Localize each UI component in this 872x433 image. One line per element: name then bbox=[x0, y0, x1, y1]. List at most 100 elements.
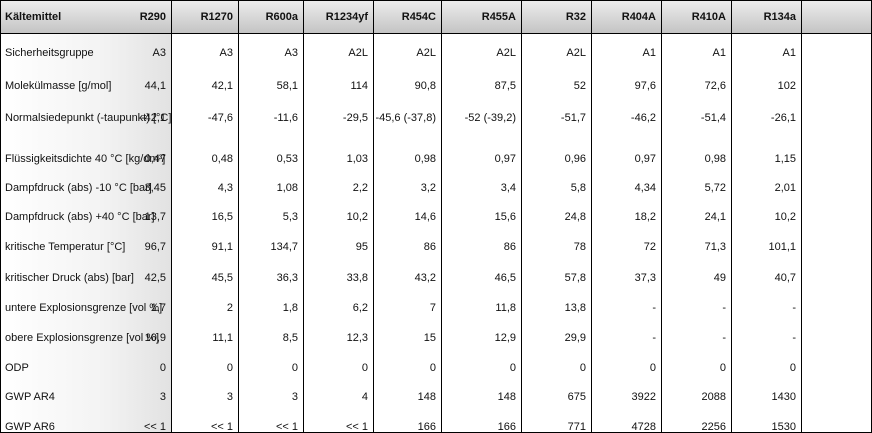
column-divider bbox=[238, 1, 239, 432]
value-cell: A1 bbox=[642, 47, 656, 59]
value-cell: 0 bbox=[719, 362, 726, 374]
value-cell: 0 bbox=[429, 362, 436, 374]
value-cell: A3 bbox=[284, 47, 298, 59]
value-cell: 0,97 bbox=[494, 153, 516, 165]
value-cell: 46,5 bbox=[494, 272, 516, 284]
header-cell: R455A bbox=[481, 11, 516, 23]
value-cell: 58,1 bbox=[276, 80, 298, 92]
value-cell: 2256 bbox=[701, 421, 726, 433]
value-cell: << 1 bbox=[345, 421, 368, 433]
row-label: GWP AR6 bbox=[5, 421, 55, 433]
value-cell: - bbox=[792, 302, 796, 314]
value-cell: 49 bbox=[713, 272, 726, 284]
value-cell: 3 bbox=[291, 391, 298, 403]
row-label: Molekülmasse [g/mol] bbox=[5, 80, 112, 92]
value-cell: 29,9 bbox=[564, 332, 586, 344]
value-cell: 52 bbox=[573, 80, 586, 92]
value-cell: 5,3 bbox=[282, 211, 298, 223]
value-cell: 10,2 bbox=[346, 211, 368, 223]
value-cell: 13,7 bbox=[144, 211, 166, 223]
value-cell: -51,4 bbox=[700, 112, 726, 124]
value-cell: 0,98 bbox=[414, 153, 436, 165]
value-cell: 10,9 bbox=[144, 332, 166, 344]
header-cell: R454C bbox=[401, 11, 436, 23]
value-cell: 45,5 bbox=[211, 272, 233, 284]
value-cell: 0 bbox=[226, 362, 233, 374]
value-cell: 166 bbox=[417, 421, 436, 433]
header-cell: R32 bbox=[565, 11, 586, 23]
value-cell: A1 bbox=[712, 47, 726, 59]
value-cell: - bbox=[652, 302, 656, 314]
column-divider bbox=[171, 1, 172, 432]
value-cell: 1,15 bbox=[774, 153, 796, 165]
value-cell: 24,8 bbox=[564, 211, 586, 223]
value-cell: A3 bbox=[152, 47, 166, 59]
value-cell: A2L bbox=[566, 47, 586, 59]
value-cell: 4 bbox=[361, 391, 368, 403]
value-cell: 2,01 bbox=[774, 182, 796, 194]
column-divider bbox=[731, 1, 732, 432]
value-cell: 3,4 bbox=[500, 182, 516, 194]
value-cell: 0 bbox=[291, 362, 298, 374]
value-cell: 4,34 bbox=[634, 182, 656, 194]
value-cell: 5,72 bbox=[704, 182, 726, 194]
value-cell: 15 bbox=[423, 332, 436, 344]
value-cell: 13,8 bbox=[564, 302, 586, 314]
value-cell: << 1 bbox=[210, 421, 233, 433]
value-cell: -11,6 bbox=[273, 112, 298, 124]
row-label: Sicherheitsgruppe bbox=[5, 47, 94, 59]
value-cell: 71,3 bbox=[704, 241, 726, 253]
header-cell: Kältemittel bbox=[5, 11, 62, 23]
header-cell: R290 bbox=[139, 11, 166, 23]
value-cell: 134,7 bbox=[270, 241, 298, 253]
value-cell: -51,7 bbox=[560, 112, 586, 124]
row-label: Dampfdruck (abs) +40 °C [bar] bbox=[5, 211, 155, 223]
value-cell: 3922 bbox=[631, 391, 656, 403]
header-band bbox=[1, 1, 871, 34]
value-cell: 15,6 bbox=[494, 211, 516, 223]
value-cell: 3 bbox=[226, 391, 233, 403]
column-divider bbox=[521, 1, 522, 432]
value-cell: -45,6 (-37,8) bbox=[375, 112, 436, 124]
value-cell: 2 bbox=[226, 302, 233, 314]
value-cell: 40,7 bbox=[774, 272, 796, 284]
value-cell: - bbox=[792, 332, 796, 344]
value-cell: 101,1 bbox=[768, 241, 796, 253]
value-cell: A2L bbox=[348, 47, 368, 59]
value-cell: 3 bbox=[159, 391, 166, 403]
value-cell: 0,53 bbox=[276, 153, 298, 165]
value-cell: 1,7 bbox=[150, 302, 166, 314]
column-divider bbox=[303, 1, 304, 432]
value-cell: 57,8 bbox=[564, 272, 586, 284]
first-column-bg bbox=[1, 1, 171, 432]
row-label: Normalsiedepunkt (-taupunkt) [°C] bbox=[5, 112, 172, 124]
value-cell: - bbox=[722, 332, 726, 344]
value-cell: -47,6 bbox=[207, 112, 233, 124]
value-cell: 0 bbox=[159, 362, 166, 374]
value-cell: 42,5 bbox=[144, 272, 166, 284]
value-cell: - bbox=[722, 302, 726, 314]
value-cell: 33,8 bbox=[346, 272, 368, 284]
row-label: kritischer Druck (abs) [bar] bbox=[5, 272, 134, 284]
row-label: kritische Temperatur [°C] bbox=[5, 241, 126, 253]
value-cell: 771 bbox=[567, 421, 586, 433]
value-cell: 91,1 bbox=[211, 241, 233, 253]
value-cell: 10,2 bbox=[774, 211, 796, 223]
row-label: ODP bbox=[5, 362, 29, 374]
value-cell: << 1 bbox=[143, 421, 166, 433]
value-cell: 1530 bbox=[771, 421, 796, 433]
value-cell: 0,48 bbox=[211, 153, 233, 165]
column-divider bbox=[591, 1, 592, 432]
value-cell: 72 bbox=[643, 241, 656, 253]
value-cell: 43,2 bbox=[414, 272, 436, 284]
value-cell: 0,98 bbox=[704, 153, 726, 165]
column-divider bbox=[373, 1, 374, 432]
value-cell: 1,8 bbox=[282, 302, 298, 314]
row-label: untere Explosionsgrenze [vol %] bbox=[5, 302, 163, 314]
value-cell: 0,96 bbox=[564, 153, 586, 165]
value-cell: 6,2 bbox=[352, 302, 368, 314]
header-cell: R1234yf bbox=[325, 11, 368, 23]
value-cell: - bbox=[652, 332, 656, 344]
value-cell: 90,8 bbox=[414, 80, 436, 92]
